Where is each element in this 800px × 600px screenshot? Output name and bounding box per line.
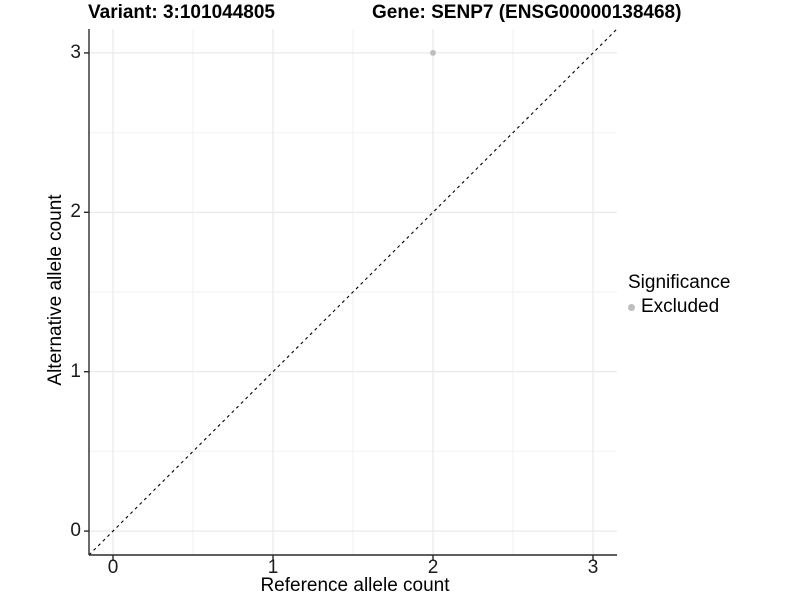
legend-item-label: Excluded xyxy=(641,296,720,317)
x-tick-label: 2 xyxy=(427,557,439,578)
identity-line xyxy=(88,28,618,556)
x-tick-label: 1 xyxy=(267,557,279,578)
y-tick-label: 3 xyxy=(70,41,81,63)
legend-key-dot-icon xyxy=(628,303,635,311)
legend-items: Excluded xyxy=(628,296,730,318)
legend: Significance Excluded xyxy=(628,272,730,318)
y-tick-label: 2 xyxy=(70,201,81,223)
y-tick-label: 1 xyxy=(70,360,81,382)
x-tick-label: 0 xyxy=(107,557,119,578)
legend-title: Significance xyxy=(628,272,731,293)
y-tick-label: 0 xyxy=(70,520,81,542)
variant-title: Variant: 3:101044805 xyxy=(88,2,275,23)
gene-title: Gene: SENP7 (ENSG00000138468) xyxy=(372,2,682,23)
legend-item: Excluded xyxy=(628,296,730,318)
x-axis-title: Reference allele count xyxy=(260,575,450,596)
x-tick-label: 3 xyxy=(587,557,599,578)
data-point xyxy=(430,49,436,56)
